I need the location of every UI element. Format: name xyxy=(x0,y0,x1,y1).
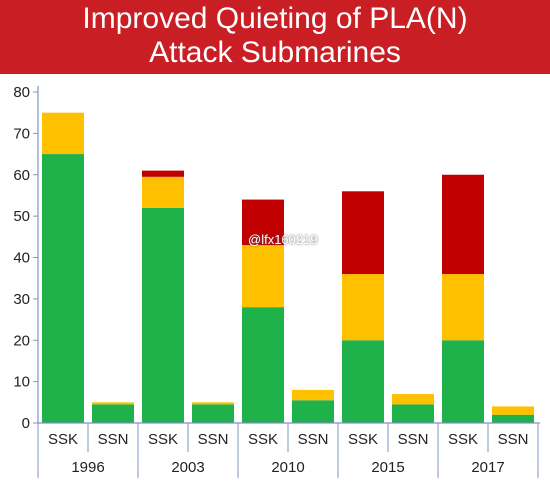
year-label: 2010 xyxy=(271,459,304,476)
category-label: SSK xyxy=(348,431,378,448)
bar-segment-red xyxy=(342,191,384,275)
chart-title-banner: Improved Quieting of PLA(N) Attack Subma… xyxy=(0,0,550,74)
bar-segment-yellow xyxy=(442,274,484,341)
chart-title-line-1: Improved Quieting of PLA(N) xyxy=(82,2,468,35)
y-tick-label: 30 xyxy=(13,291,30,308)
category-label: SSN xyxy=(198,431,229,448)
category-label: SSK xyxy=(248,431,278,448)
category-label: SSK xyxy=(48,431,78,448)
y-tick-label: 10 xyxy=(13,374,30,391)
bar-segment-yellow xyxy=(492,406,534,415)
bar-segment-green xyxy=(492,414,534,423)
y-tick-label: 50 xyxy=(13,208,30,225)
bar-segment-red xyxy=(442,174,484,275)
category-label: SSN xyxy=(98,431,129,448)
y-tick-label: 40 xyxy=(13,250,30,267)
y-tick-label: 0 xyxy=(22,415,30,432)
y-tick-label: 70 xyxy=(13,125,30,142)
y-tick-label: 60 xyxy=(13,167,30,184)
bar-segment-yellow xyxy=(292,389,334,401)
y-tick-label: 80 xyxy=(13,84,30,101)
bar-segment-green xyxy=(392,404,434,423)
y-tick-label: 20 xyxy=(13,332,30,349)
chart-title-line-2: Attack Submarines xyxy=(149,36,401,69)
bar-segment-yellow xyxy=(92,402,134,405)
bar-segment-green xyxy=(442,340,484,423)
year-label: 2003 xyxy=(171,459,204,476)
bar-segment-red xyxy=(142,170,184,177)
watermark: @lfx160219 xyxy=(248,232,318,247)
category-label: SSK xyxy=(448,431,478,448)
year-label: 2017 xyxy=(471,459,504,476)
bar-segment-yellow xyxy=(342,274,384,341)
bar-segment-green xyxy=(342,340,384,423)
bars xyxy=(42,112,534,423)
bar-segment-green xyxy=(192,404,234,423)
category-label: SSN xyxy=(498,431,529,448)
bar-segment-yellow xyxy=(142,176,184,208)
bar-segment-red xyxy=(242,199,284,246)
bar-segment-yellow xyxy=(42,112,84,155)
bar-segment-yellow xyxy=(192,402,234,405)
category-label: SSN xyxy=(298,431,329,448)
bar-segment-yellow xyxy=(392,394,434,405)
bar-segment-green xyxy=(292,400,334,423)
category-label: SSK xyxy=(148,431,178,448)
y-axis: 0 10 20 30 40 50 60 70 80 xyxy=(13,84,39,432)
category-label: SSN xyxy=(398,431,429,448)
bar-segment-yellow xyxy=(242,245,284,308)
bar-segment-green xyxy=(92,404,134,423)
bar-segment-green xyxy=(142,207,184,423)
x-axis: SSK SSN SSK SSN SSK SSN SSK SSN SSK SSN 1996 2003 20… xyxy=(37,422,540,478)
bar-segment-green xyxy=(42,154,84,423)
year-label: 1996 xyxy=(71,459,104,476)
bar-segment-green xyxy=(242,307,284,423)
year-label: 2015 xyxy=(371,459,404,476)
